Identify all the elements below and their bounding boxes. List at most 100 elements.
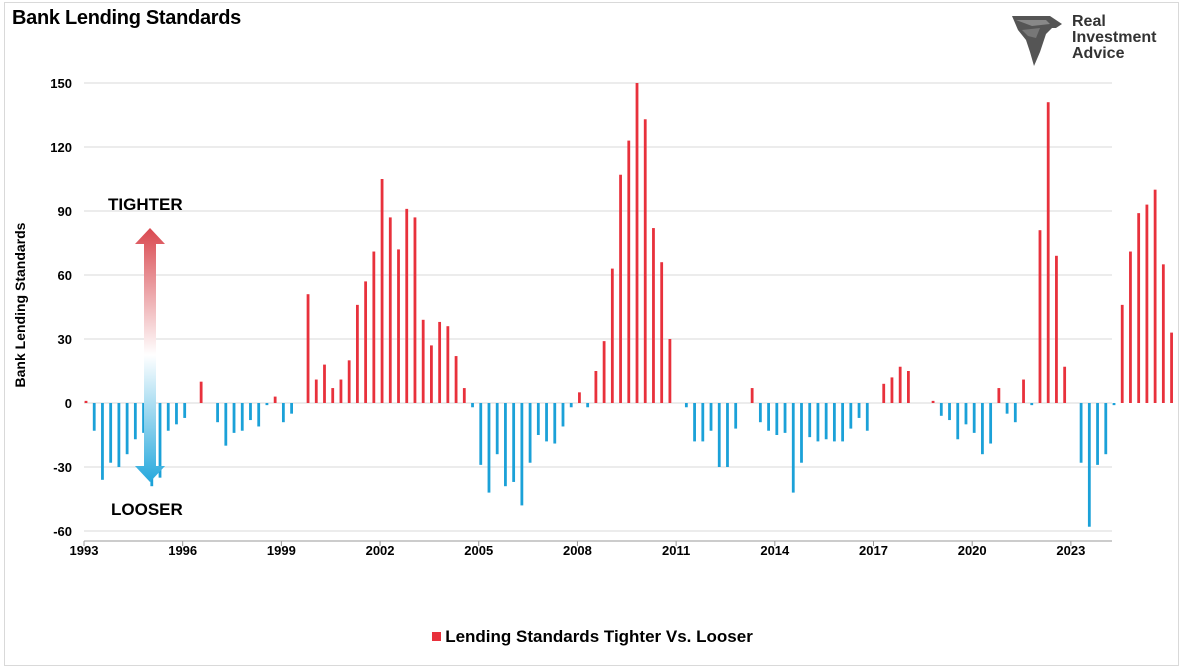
bar — [865, 403, 869, 431]
bar — [956, 403, 960, 440]
x-tick-label: 1999 — [267, 543, 296, 558]
bar — [1120, 304, 1124, 403]
chart-frame — [4, 2, 1179, 666]
logo-line-2: Investment — [1072, 29, 1157, 46]
y-tick-label: 150 — [50, 76, 72, 91]
bar — [331, 388, 335, 403]
logo-line-3: Advice — [1072, 45, 1125, 62]
y-tick-label: 90 — [58, 204, 72, 219]
bar — [890, 377, 894, 403]
eagle-head-icon — [1012, 16, 1062, 66]
bar — [1038, 230, 1042, 403]
bar — [1137, 213, 1141, 403]
bar — [1022, 379, 1025, 403]
bar — [133, 403, 137, 440]
bar — [1096, 403, 1099, 465]
bar — [907, 371, 910, 403]
bar — [824, 403, 828, 440]
bar — [528, 403, 532, 463]
y-tick-label: 60 — [58, 268, 72, 283]
bar — [750, 388, 754, 403]
bar — [939, 403, 943, 416]
bar — [290, 403, 293, 414]
bar — [726, 403, 729, 467]
bar — [479, 403, 483, 465]
bar — [849, 403, 853, 429]
bar — [594, 371, 598, 403]
bar — [1112, 403, 1116, 406]
bar — [1145, 204, 1149, 403]
bar — [610, 268, 614, 403]
bar — [734, 403, 738, 429]
bar — [166, 403, 170, 431]
x-tick-label: 1993 — [70, 543, 99, 558]
bar — [224, 403, 228, 446]
bar — [430, 345, 433, 403]
bar — [183, 403, 187, 418]
logo-text: Real Investment Advice — [1072, 14, 1156, 62]
legend-label: Lending Standards Tighter Vs. Looser — [445, 627, 753, 646]
bar — [635, 83, 639, 403]
bar — [257, 403, 261, 427]
bar — [413, 217, 417, 403]
bar — [314, 379, 318, 403]
bar — [101, 403, 104, 480]
bar — [800, 403, 803, 463]
bar — [783, 403, 787, 433]
bar — [791, 403, 795, 493]
bar — [397, 249, 400, 403]
y-tick-labels: -60 -30 0 30 60 90 120 150 — [50, 76, 72, 539]
bar — [1005, 403, 1009, 414]
tighter-annotation: TIGHTER — [108, 195, 183, 214]
bar — [578, 392, 581, 403]
bar — [643, 119, 647, 404]
bar — [125, 403, 129, 455]
bar — [857, 403, 861, 418]
bar — [1013, 403, 1017, 423]
bar — [981, 403, 984, 455]
bar — [347, 360, 351, 403]
bar — [619, 174, 622, 403]
bar — [265, 403, 269, 406]
x-axis: 1993 1996 1999 2002 2005 2008 2011 2014 2017 2020… — [70, 540, 1112, 558]
bar — [487, 403, 491, 493]
bar — [931, 400, 935, 403]
bar — [232, 403, 236, 433]
bar — [660, 262, 664, 403]
x-tick-label: 2020 — [958, 543, 987, 558]
bar — [775, 403, 779, 435]
bar — [520, 403, 524, 506]
bar — [841, 403, 845, 442]
x-tick-label: 2011 — [662, 543, 690, 558]
bar — [997, 388, 1001, 403]
bar — [693, 403, 696, 442]
bar — [684, 403, 688, 408]
y-tick-label: 120 — [50, 140, 72, 155]
bar — [586, 403, 590, 408]
bar — [1055, 255, 1058, 403]
bar — [249, 403, 252, 421]
bar — [1087, 403, 1091, 527]
logo-line-1: Real — [1072, 13, 1106, 30]
bar — [816, 403, 820, 442]
bar — [388, 217, 392, 403]
bar — [972, 403, 976, 433]
bar — [602, 341, 606, 403]
bar — [364, 281, 368, 403]
brand-logo: Real Investment Advice — [1006, 12, 1176, 68]
bar — [240, 403, 244, 431]
bar — [808, 403, 812, 438]
bar — [948, 403, 951, 421]
bar — [1170, 332, 1173, 403]
bar — [1046, 102, 1050, 403]
bar — [454, 356, 458, 403]
bar — [495, 403, 499, 455]
bar — [504, 403, 507, 487]
bar — [989, 403, 993, 444]
bar — [1129, 251, 1132, 403]
x-tick-label: 2014 — [760, 543, 790, 558]
y-tick-label: 0 — [65, 396, 72, 411]
bar — [372, 251, 376, 403]
bar — [553, 403, 557, 444]
